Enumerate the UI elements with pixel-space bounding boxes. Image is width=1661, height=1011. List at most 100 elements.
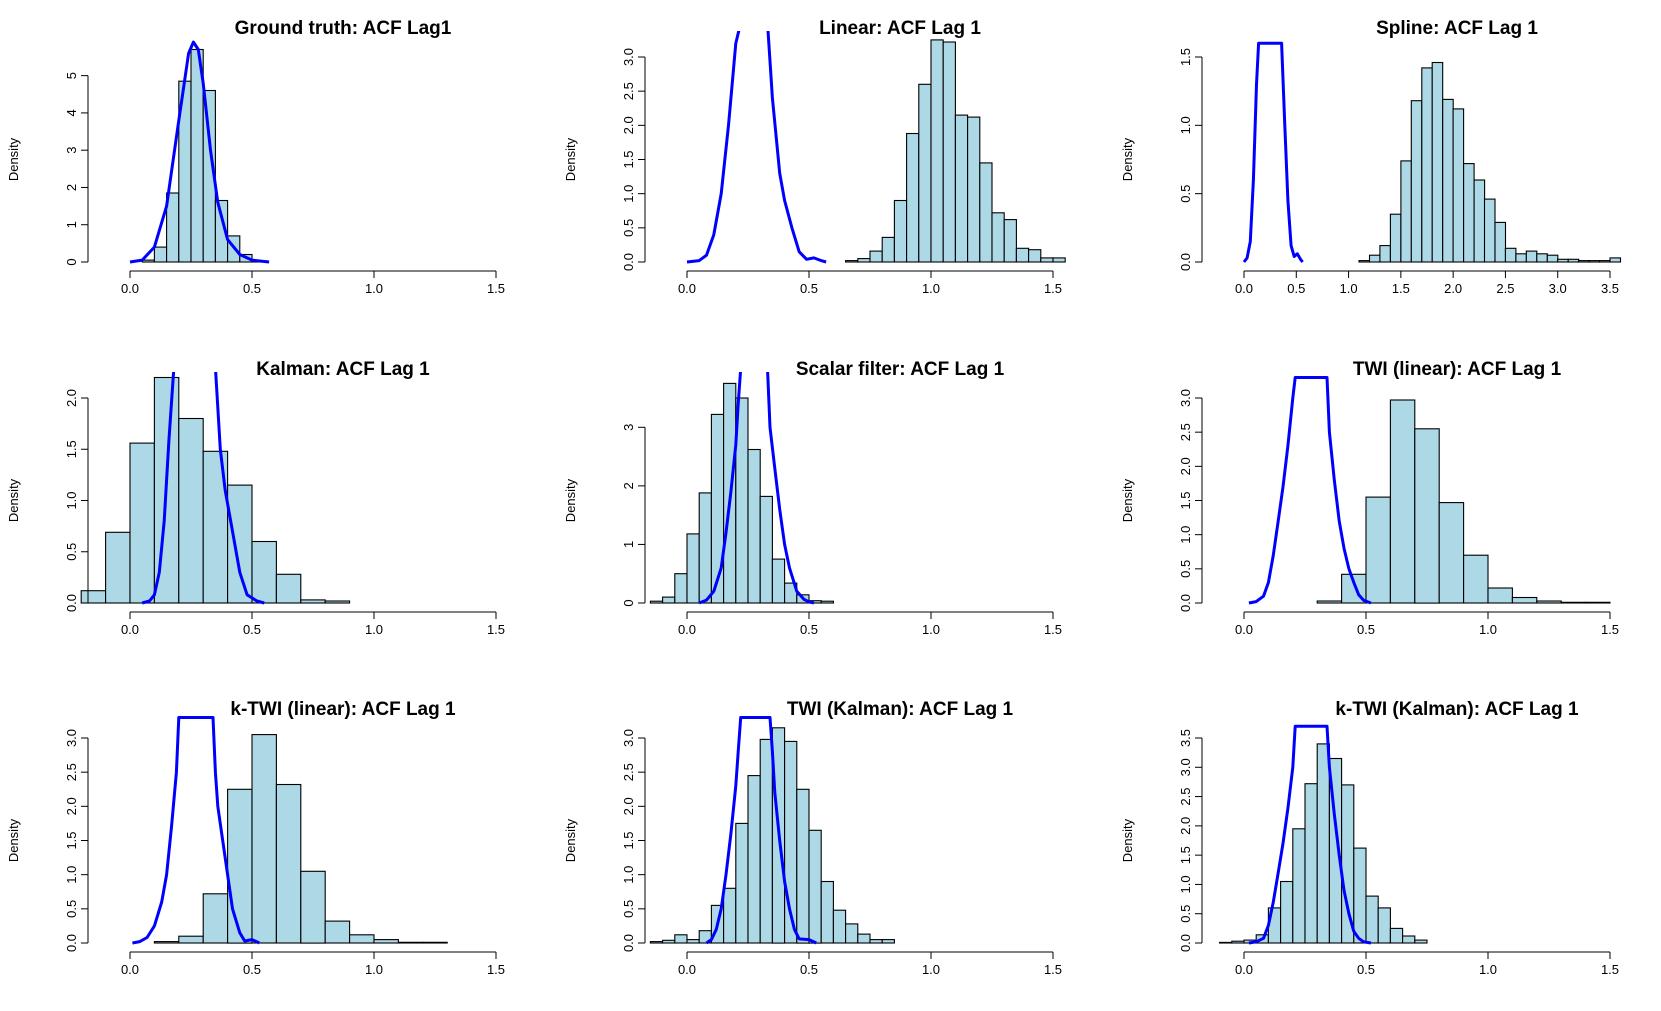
x-tick-label: 0.5 (1357, 622, 1375, 637)
panel-title: TWI (linear): ACF Lag 1 (1353, 359, 1562, 380)
x-tick-label: 0.5 (1357, 962, 1375, 977)
density-curve (141, 372, 265, 605)
y-tick-label: 3.0 (1178, 758, 1193, 776)
y-axis-label: Density (1120, 818, 1135, 862)
y-tick-label: 1.5 (1178, 491, 1193, 509)
histogram-bar (1515, 253, 1527, 263)
y-tick-label: 0.0 (1178, 934, 1193, 952)
histogram-bar (1358, 260, 1371, 263)
histogram-bar (1504, 247, 1517, 263)
x-tick-label: 1.0 (922, 962, 940, 977)
histogram-bar (1353, 847, 1367, 944)
y-tick-label: 0 (621, 599, 636, 606)
plot-area (1219, 724, 1428, 945)
histogram-bar (1473, 179, 1486, 263)
y-tick-label: 2.0 (1178, 817, 1193, 835)
panel-title: TWI (Kalman): ACF Lag 1 (787, 699, 1014, 720)
histogram-bar (275, 573, 302, 604)
histogram-bar (674, 573, 688, 604)
histogram-bar (759, 495, 773, 604)
histogram-bar (723, 887, 737, 944)
histogram-bar (300, 599, 326, 604)
histogram-panel: 0.0 0.5 1.0 1.5 0.0 0.5 1.0 1.5 2.0 2.5 3.0 Density… (6, 699, 505, 977)
histogram-bar (820, 600, 834, 604)
histogram-bar (153, 246, 168, 263)
panel-title: Kalman: ACF Lag 1 (256, 359, 430, 380)
histogram-bar (1414, 939, 1428, 944)
histogram-bar (1316, 600, 1343, 604)
x-tick-label: 0.5 (243, 281, 261, 296)
x-tick-label: 0.0 (1235, 622, 1253, 637)
histogram-bar (373, 939, 399, 944)
histogram-panel: 0.0 0.5 1.0 1.5 0.0 0.5 1.0 1.5 2.0 Density Kalman… (6, 359, 505, 637)
x-tick-label: 1.5 (1601, 962, 1619, 977)
histogram-bar (1525, 250, 1538, 263)
y-tick-label: 0.5 (64, 543, 79, 561)
y-tick-label: 2 (64, 184, 79, 191)
plot-area (80, 372, 351, 605)
histogram-bar (1463, 163, 1475, 263)
histogram-bar (1015, 247, 1030, 263)
histogram-bar (1483, 198, 1496, 263)
x-tick-label: 0.0 (678, 962, 696, 977)
histogram-bar (1463, 554, 1489, 604)
y-tick-label: 1.0 (621, 866, 636, 884)
histogram-bar (300, 870, 326, 944)
histogram-panel: 0.0 0.5 1.0 1.5 0 1 2 3 Density Scalar filter: AC… (563, 359, 1062, 637)
x-tick-label: 1.5 (487, 962, 505, 977)
y-tick-label: 0.5 (621, 219, 636, 237)
x-tick-label: 2.5 (1496, 281, 1514, 296)
panel-title: k-TWI (Kalman): ACF Lag 1 (1335, 699, 1579, 720)
histogram-bar (1365, 895, 1379, 944)
histogram-bar (1421, 67, 1433, 263)
density-curve (705, 716, 817, 945)
x-tick-label: 1.5 (1392, 281, 1410, 296)
x-tick-label: 0.5 (243, 622, 261, 637)
histogram-bar (1292, 828, 1306, 944)
histogram-bar (214, 199, 229, 263)
panel-title: Spline: ACF Lag 1 (1376, 18, 1538, 39)
histogram-bar (991, 212, 1005, 263)
y-tick-label: 1.5 (621, 831, 636, 849)
density-curve (132, 716, 260, 945)
histogram-panel: 0.0 0.5 1.0 1.5 0.0 0.5 1.0 1.5 2.0 2.5 3.0 Density… (563, 18, 1066, 296)
histogram-bar (1003, 219, 1017, 263)
histogram-bar (1389, 213, 1402, 263)
y-tick-label: 1.0 (1178, 116, 1193, 134)
histogram-panel: 0.0 0.5 1.0 1.5 2.0 2.5 3.0 3.5 0.0 0.5 1.0 1.5 Dens… (1120, 18, 1622, 296)
x-tick-label: 0.5 (1287, 281, 1305, 296)
y-tick-label: 3.0 (621, 729, 636, 747)
x-tick-label: 1.5 (487, 281, 505, 296)
x-tick-label: 1.0 (365, 962, 383, 977)
x-tick-label: 1.5 (1044, 281, 1062, 296)
histogram-bar (942, 41, 956, 263)
histogram-bar (1598, 260, 1611, 263)
histogram-bar (796, 788, 810, 944)
histogram-bar (845, 260, 859, 263)
y-tick-label: 1.5 (621, 150, 636, 168)
histogram-bar (1231, 940, 1245, 944)
y-tick-label: 2.0 (64, 389, 79, 407)
y-tick-label: 5 (64, 72, 79, 79)
histogram-bar (954, 114, 969, 263)
y-tick-label: 4 (64, 109, 79, 116)
histogram-bar (1511, 596, 1538, 604)
plot-area (686, 31, 1066, 264)
histogram-bar (735, 822, 749, 944)
histogram-bar (1536, 600, 1562, 604)
histogram-bar (820, 880, 834, 944)
histogram-bar (1585, 601, 1611, 604)
histogram-bar (1560, 601, 1587, 604)
histogram-bar (1452, 108, 1465, 263)
histogram-bar (808, 829, 822, 944)
histogram-bar (869, 939, 883, 944)
y-tick-label: 2.5 (621, 82, 636, 100)
histogram-bar (1052, 257, 1066, 263)
y-tick-label: 1 (64, 221, 79, 228)
y-tick-label: 3 (64, 147, 79, 154)
histogram-bar (649, 941, 664, 944)
histogram-bar (1379, 245, 1391, 263)
y-tick-label: 2.5 (621, 763, 636, 781)
density-curve (1248, 724, 1372, 945)
